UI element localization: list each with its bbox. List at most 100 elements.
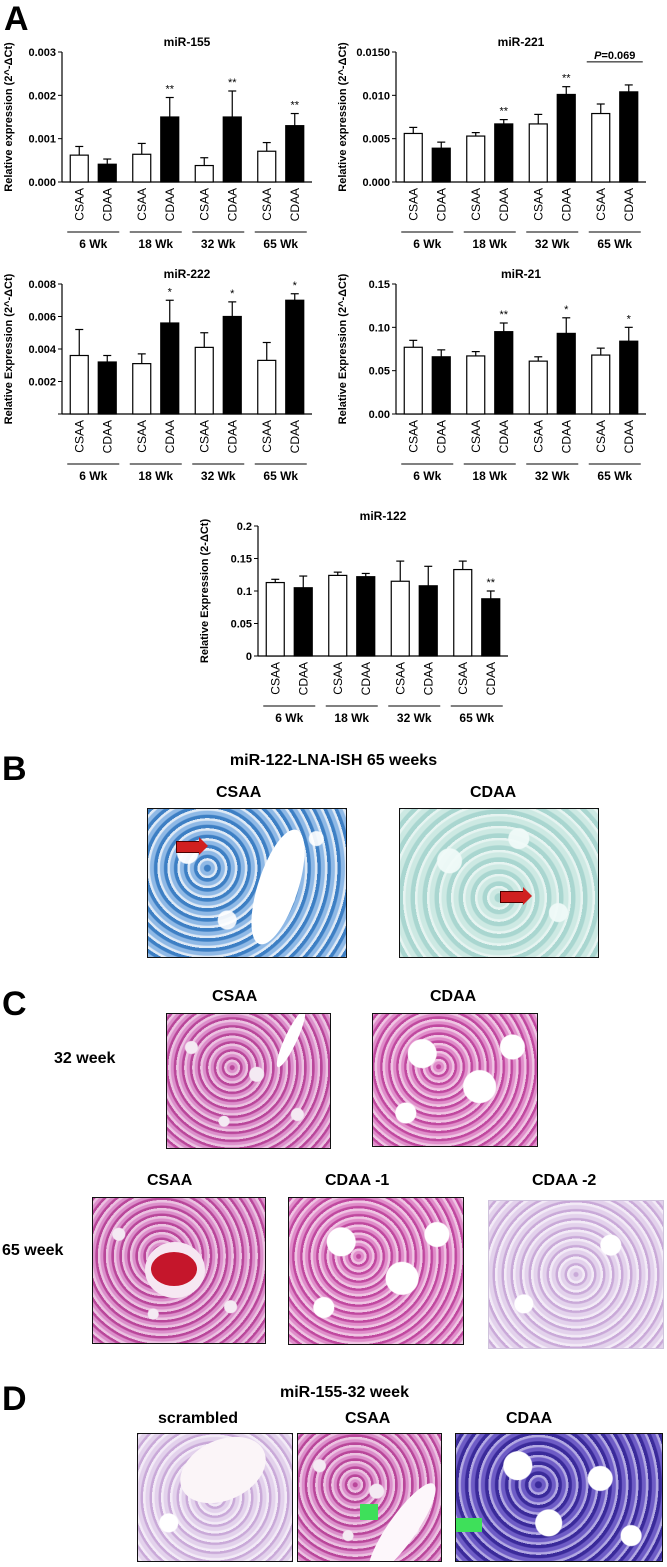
bar: [97, 361, 117, 415]
category-label: CDAA: [559, 188, 573, 221]
category-label: CDAA: [288, 420, 302, 453]
category-label: CSAA: [531, 420, 545, 453]
bar: [418, 585, 438, 657]
group-label: 6 Wk: [79, 237, 107, 251]
panel-c-65-week-label: 65 week: [2, 1242, 64, 1259]
bar: [619, 340, 639, 415]
bar: [390, 580, 410, 657]
panel-b-title: miR-122-LNA-ISH 65 weeks: [229, 752, 438, 769]
panel-letter-b: B: [2, 750, 27, 788]
bar: [222, 116, 242, 183]
category-label: CDAA: [100, 420, 114, 453]
category-label: CSAA: [197, 420, 211, 453]
category-label: CSAA: [456, 662, 470, 695]
bar: [132, 153, 152, 183]
category-label: CSAA: [260, 188, 274, 221]
category-label: CDAA: [163, 188, 177, 221]
y-tick-label: 0.1: [237, 586, 252, 598]
y-tick-label: 0.10: [369, 322, 390, 334]
panel-c-32-cdaa-micrograph: [372, 1013, 538, 1147]
bar: [403, 346, 423, 415]
category-label: CDAA: [622, 420, 636, 453]
panel-c-32-cdaa-label: CDAA: [430, 988, 477, 1005]
category-label: CSAA: [406, 420, 420, 453]
y-tick-label: 0.001: [28, 134, 56, 146]
y-tick-label: 0.010: [362, 90, 390, 102]
bar: [194, 346, 214, 415]
group-label: 18 Wk: [472, 469, 507, 483]
red-arrow-icon: [176, 837, 208, 855]
group-label: 65 Wk: [597, 237, 632, 251]
bar: [466, 355, 486, 415]
category-label: CDAA: [497, 420, 511, 453]
significance-label: **: [499, 106, 508, 118]
panel-d-cdaa-micrograph: [455, 1433, 663, 1562]
panel-c-65-cdaa1-label: CDAA -1: [325, 1172, 390, 1189]
bar: [257, 359, 277, 415]
bar: [257, 150, 277, 183]
category-label: CDAA: [434, 420, 448, 453]
significance-label: **: [486, 577, 495, 589]
red-arrow-icon: [500, 887, 532, 905]
chart-title: miR-122: [360, 509, 407, 523]
group-label: 18 Wk: [138, 469, 173, 483]
y-tick-label: 0.0150: [356, 47, 390, 59]
group-label: 18 Wk: [334, 711, 369, 725]
category-label: CSAA: [531, 188, 545, 221]
group-label: 32 Wk: [535, 469, 570, 483]
panel-b-cdaa-micrograph: [399, 808, 599, 958]
y-axis-label: Relative Expression (2-ΔCt): [199, 519, 211, 664]
bar: [160, 116, 180, 183]
significance-label: **: [562, 73, 571, 85]
significance-label: **: [290, 100, 299, 112]
category-label: CSAA: [469, 188, 483, 221]
category-label: CDAA: [559, 420, 573, 453]
panel-c-65-csaa-label: CSAA: [147, 1172, 193, 1189]
p-value-label: P=0.069: [594, 50, 635, 62]
mir-21-chart: miR-21 Relative Expression (2^-ΔCt) 0.00 0.…: [337, 267, 646, 483]
bar: [132, 363, 152, 415]
bar: [431, 356, 451, 415]
mir-222-chart: miR-222 Relative Expression (2^-ΔCt) 0.002…: [3, 267, 312, 483]
bar: [285, 125, 305, 183]
chart-title: miR-21: [501, 267, 541, 281]
category-label: CDAA: [163, 420, 177, 453]
panel-d-title: miR-155-32 week: [280, 1384, 409, 1401]
mir-155-chart: miR-155 Relative expression (2^-ΔCt) 0.000…: [3, 35, 312, 251]
group-label: 6 Wk: [413, 469, 441, 483]
y-tick-label: 0.002: [28, 90, 56, 102]
panel-c-65-cdaa1-micrograph: [288, 1197, 464, 1345]
bar: [69, 354, 89, 415]
group-label: 6 Wk: [79, 469, 107, 483]
group-label: 32 Wk: [201, 237, 236, 251]
bar: [591, 112, 611, 183]
category-label: CDAA: [497, 188, 511, 221]
category-label: CSAA: [72, 420, 86, 453]
y-tick-label: 0.004: [28, 344, 56, 356]
chart-title: miR-155: [164, 35, 211, 49]
panel-b-cdaa-label: CDAA: [470, 784, 517, 801]
significance-label: **: [228, 77, 237, 89]
significance-label: *: [230, 288, 235, 300]
panel-c-32-csaa-micrograph: [166, 1013, 331, 1149]
y-tick-label: 0.003: [28, 47, 56, 59]
y-axis-label: Relative expression (2^-ΔCt): [337, 42, 349, 192]
bar: [160, 322, 180, 415]
significance-label: *: [627, 313, 632, 325]
panel-d-scrambled-micrograph: [137, 1433, 293, 1562]
group-label: 65 Wk: [263, 469, 298, 483]
bar: [619, 91, 639, 183]
chart-title: miR-221: [498, 35, 545, 49]
bar: [328, 574, 348, 657]
y-tick-label: 0.15: [369, 279, 390, 291]
bar: [528, 123, 548, 183]
bar: [556, 93, 576, 183]
category-label: CDAA: [225, 188, 239, 221]
bar: [494, 123, 514, 183]
green-marker-icon: [360, 1504, 378, 1520]
category-label: CDAA: [100, 188, 114, 221]
significance-label: *: [168, 286, 173, 298]
bar: [194, 164, 214, 183]
significance-label: **: [165, 84, 174, 96]
group-label: 65 Wk: [263, 237, 298, 251]
